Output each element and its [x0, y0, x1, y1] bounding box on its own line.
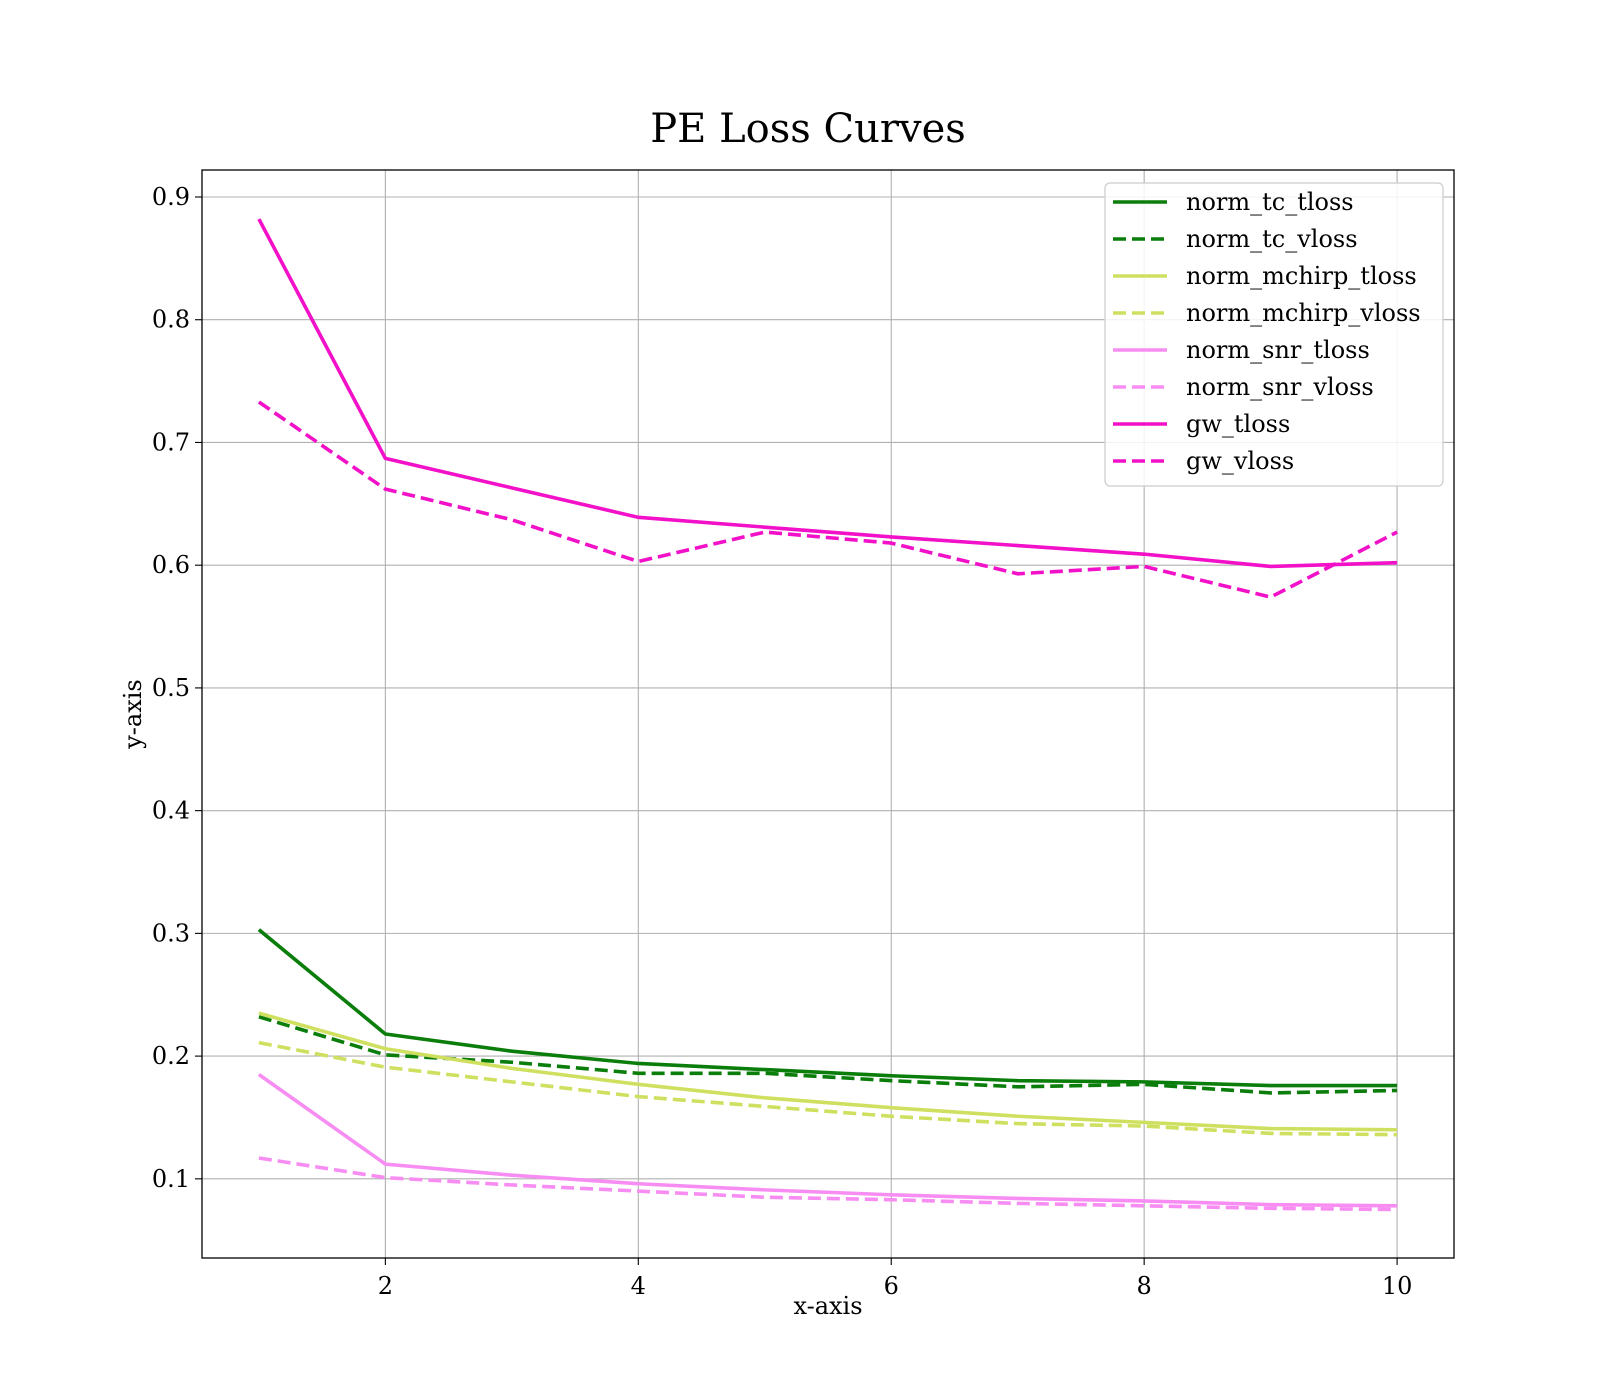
legend-entries: norm_tc_tloss norm_tc_vloss norm_mchirp_tl… [1113, 188, 1421, 475]
x-tick-label: 8 [1137, 1272, 1152, 1300]
series-line-gw-vloss [257, 400, 1398, 599]
legend: norm_tc_tloss norm_tc_vloss norm_mchirp_tl… [1104, 182, 1444, 487]
series-line-norm-snr-vloss [258, 1156, 1398, 1212]
y-tick-label: 0.3 [152, 919, 190, 947]
legend-label: norm_snr_vloss [1186, 373, 1374, 401]
legend-label: gw_tloss [1186, 410, 1290, 438]
y-tick-label: 0.8 [152, 306, 190, 334]
y-tick-label: 0.6 [152, 551, 190, 579]
y-tick-label: 0.4 [152, 797, 190, 825]
series-line-gw-tloss [257, 218, 1398, 569]
series-line-norm-mchirp-vloss [258, 1040, 1398, 1137]
legend-box [1104, 182, 1444, 487]
x-tick-label: 10 [1382, 1272, 1413, 1300]
axis-ticks: 2 4 6 8 10 0.1 0.2 0.3 0.4 0.5 0.6 0.7 0.8 0.9 [152, 183, 1413, 1300]
x-tick-label: 2 [378, 1272, 393, 1300]
y-axis-label: y-axis [119, 679, 147, 750]
x-axis-label: x-axis [793, 1292, 862, 1320]
legend-label: norm_mchirp_vloss [1186, 299, 1421, 327]
series-line-norm-mchirp-tloss [258, 1011, 1398, 1132]
y-tick-label: 0.9 [152, 183, 190, 211]
legend-label: gw_vloss [1186, 447, 1294, 475]
series-line-norm-tc-tloss [257, 928, 1398, 1088]
legend-label: norm_snr_tloss [1186, 336, 1370, 364]
y-tick-label: 0.2 [152, 1042, 190, 1070]
y-tick-label: 0.7 [152, 428, 190, 456]
x-tick-label: 6 [884, 1272, 899, 1300]
legend-label: norm_tc_tloss [1186, 188, 1354, 216]
chart-title: PE Loss Curves [650, 106, 966, 152]
series-lines [257, 218, 1398, 1212]
x-tick-label: 4 [631, 1272, 646, 1300]
legend-label: norm_mchirp_tloss [1186, 262, 1417, 290]
y-tick-label: 0.1 [152, 1165, 190, 1193]
legend-label: norm_tc_vloss [1186, 225, 1358, 253]
series-line-norm-snr-tloss [257, 1073, 1398, 1208]
axes-frame [201, 169, 1455, 1259]
y-tick-label: 0.5 [152, 674, 190, 702]
